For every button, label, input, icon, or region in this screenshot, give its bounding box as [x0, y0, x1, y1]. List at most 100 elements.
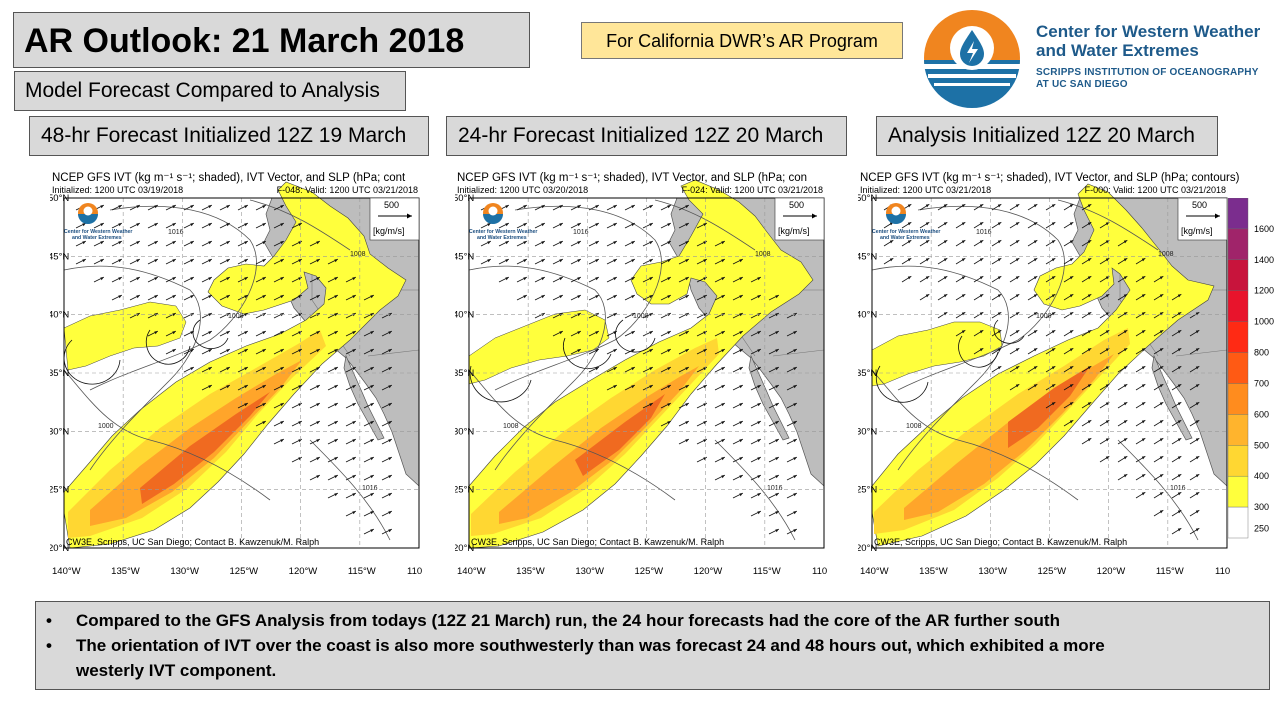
- ivt-vector-head: [334, 277, 338, 281]
- slp-contour: [494, 205, 662, 391]
- ivt-vector-head: [757, 349, 761, 353]
- ivt-vector-head: [136, 313, 140, 317]
- ivt-vector-head: [118, 277, 122, 281]
- ivt-vector-head: [226, 331, 230, 335]
- ivt-vector-head: [334, 493, 338, 497]
- ivt-vector-head: [352, 493, 356, 497]
- ivt-vector-head: [280, 331, 284, 335]
- ivt-vector-head: [541, 295, 545, 299]
- ivt-swirl: [145, 329, 191, 365]
- mini-logo-wave: [886, 214, 906, 224]
- ivt-map-48hr: 1016 1008 1000 1008 1016 50°N 45°N 40°N 35°N 30°N…: [50, 181, 422, 577]
- ivt-vector-head: [1159, 384, 1164, 388]
- ivt-shade-700: [140, 392, 270, 504]
- ivt-vector-head: [316, 241, 320, 245]
- ivt-vector-head: [649, 367, 653, 371]
- ivt-vector-head: [685, 367, 689, 371]
- ivt-vector-head: [298, 421, 302, 425]
- ivt-vector-head: [1177, 348, 1182, 352]
- ivt-vector-head: [388, 457, 392, 461]
- ivt-vector-head: [739, 295, 743, 299]
- ivt-vector-head: [649, 331, 653, 335]
- ivt-vector-head: [1015, 312, 1020, 316]
- ivt-vector-head: [703, 349, 707, 353]
- ivt-vector-head: [1195, 330, 1200, 334]
- ivt-vector-head: [1069, 402, 1074, 406]
- ivt-vector-head: [370, 475, 374, 479]
- ivt-vector-head: [208, 313, 212, 317]
- map-header: NCEP GFS IVT (kg m⁻¹ s⁻¹; shaded), IVT V…: [457, 172, 808, 184]
- lat-label: 35°N: [455, 368, 474, 379]
- ivt-swirl: [993, 319, 1025, 344]
- ivt-vector-head: [685, 385, 689, 389]
- lat-label: 50°N: [50, 193, 69, 204]
- ivt-vector-head: [262, 331, 266, 335]
- ivt-vector-head: [1141, 366, 1146, 370]
- ivt-vector-head: [1087, 384, 1092, 388]
- slp-contour-label: 1016: [573, 229, 589, 236]
- lon-label: 140°W: [457, 566, 486, 577]
- ivt-vector-head: [961, 222, 966, 226]
- ivt-vector-head: [961, 204, 966, 208]
- colorbar-label: 700: [1254, 378, 1269, 388]
- ivt-vector-head: [334, 295, 338, 299]
- ivt-vector-head: [1015, 384, 1020, 388]
- slp-contour: [1057, 199, 1159, 251]
- ivt-vector-head: [685, 421, 689, 425]
- ivt-vector-head: [721, 421, 725, 425]
- lon-label: 115°W: [753, 566, 781, 577]
- ivt-vector-head: [208, 259, 212, 263]
- colorbar-label: 400: [1254, 471, 1269, 481]
- ivt-vector-head: [1195, 348, 1200, 352]
- ivt-vector-head: [775, 385, 779, 389]
- ivt-vector-head: [721, 403, 725, 407]
- ivt-vector-head: [739, 475, 743, 479]
- lat-label: 20°N: [455, 543, 474, 554]
- ivt-vector-head: [244, 367, 248, 371]
- ivt-vector-head: [1087, 312, 1092, 316]
- ivt-vector-head: [1195, 420, 1200, 424]
- mini-logo-text: Center for Western Weather: [872, 229, 940, 235]
- ivt-vector-head: [1015, 276, 1020, 280]
- ivt-vector-head: [757, 493, 761, 497]
- lat-label: 20°N: [858, 543, 877, 554]
- reference-vector-unit: [kg/m/s]: [1181, 226, 1213, 236]
- ivt-vector-head: [649, 295, 653, 299]
- ivt-vector-head: [685, 439, 689, 443]
- ivt-vector-head: [352, 403, 356, 407]
- ivt-vector-head: [280, 295, 284, 299]
- ivt-vector-head: [703, 421, 707, 425]
- map-initialized: Initialized: 1200 UTC 03/19/2018: [52, 185, 184, 195]
- lat-label: 45°N: [455, 251, 474, 262]
- colorbar-label: 300: [1254, 502, 1269, 512]
- ivt-vector-head: [1033, 348, 1038, 352]
- lat-label: 25°N: [455, 485, 474, 496]
- slp-contours: [468, 199, 796, 541]
- slp-contour-label: 1016: [767, 485, 783, 492]
- ivt-vector-head: [1123, 402, 1128, 406]
- ivt-vector-head: [280, 385, 284, 389]
- ivt-vector-head: [685, 223, 689, 227]
- ivt-vector-head: [388, 421, 392, 425]
- lon-label: 115°W: [1156, 566, 1184, 577]
- land-baja-california: [748, 354, 790, 441]
- lat-label: 35°N: [50, 368, 69, 379]
- slp-contour-label: 1008: [633, 313, 649, 320]
- mini-logo-text: Center for Western Weather: [469, 229, 537, 235]
- ivt-vector-head: [505, 223, 509, 227]
- ivt-vector-head: [1051, 312, 1056, 316]
- ivt-vector-head: [1087, 276, 1092, 280]
- ivt-vector-head: [505, 277, 509, 281]
- ivt-vector-head: [1015, 240, 1020, 244]
- ivt-vector-head: [1015, 366, 1020, 370]
- ivt-vector-head: [721, 457, 725, 461]
- ivt-vector-head: [1123, 456, 1128, 460]
- ivt-vector-head: [1069, 420, 1074, 424]
- ivt-vector-head: [925, 276, 930, 280]
- lat-label: 35°N: [858, 368, 877, 379]
- bullet-symbol: •: [46, 611, 52, 630]
- slp-contour: [468, 369, 676, 501]
- ivt-vector-head: [82, 259, 86, 263]
- ivt-vector-head: [1123, 240, 1128, 244]
- slp-contour: [309, 439, 391, 541]
